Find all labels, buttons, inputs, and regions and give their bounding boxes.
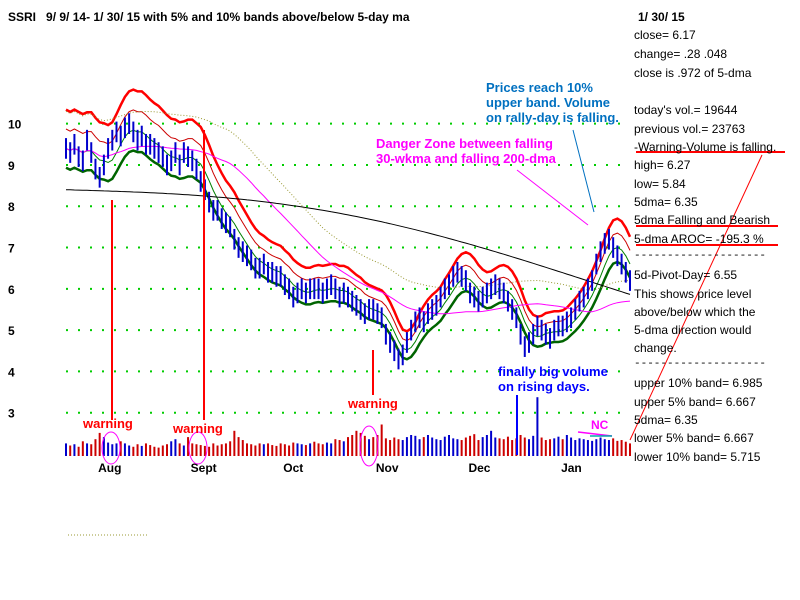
pivot-note-4: change. [634, 341, 677, 355]
y-tick-label-7: 7 [8, 242, 15, 256]
pivot-note-3: 5-dma direction would [634, 323, 752, 337]
x-tick-label-nov: Nov [376, 461, 399, 475]
chart-description: 9/ 9/ 14- 1/ 30/ 15 with 5% and 10% band… [46, 10, 410, 24]
series-line-upper5 [65, 109, 631, 342]
x-tick-label-oct: Oct [283, 461, 303, 475]
stat-falling: 5dma Falling and Bearish [634, 213, 771, 227]
nc-label: NC [591, 418, 609, 432]
series-line-upper10 [65, 88, 632, 333]
annotation-marks [68, 129, 785, 536]
y-tick-label-6: 6 [8, 283, 15, 297]
y-tick-label-9: 9 [8, 159, 15, 173]
stat-aroc: 5-dma AROC= -195.3 % [634, 232, 764, 246]
stat-previous-vol: previous vol.= 23763 [634, 122, 746, 136]
warning-circle-nov [359, 425, 379, 467]
chart-date: 1/ 30/ 15 [638, 10, 685, 24]
y-tick-label-4: 4 [8, 365, 15, 379]
y-tick-label-5: 5 [8, 324, 15, 338]
danger-line-2: 30-wkma and falling 200-dma [376, 151, 557, 166]
series-line-dotted-ma [65, 110, 631, 291]
price-bars [65, 113, 631, 370]
chart-title: SSRI 9/ 9/ 14- 1/ 30/ 15 with 5% and 10%… [8, 10, 410, 24]
big-volume-line-1: finally big volume [498, 364, 608, 379]
separator-1: -------------------- [634, 250, 767, 262]
pivot-note-2: above/below which the [634, 305, 756, 319]
warning-circle-sept [188, 431, 208, 465]
ticker: SSRI [8, 10, 37, 24]
stat-lower10: lower 10% band= 5.715 [634, 450, 761, 464]
stat-pivot: 5d-Pivot-Day= 6.55 [634, 268, 738, 282]
red-volume-pointer [629, 154, 763, 441]
prices-reach-line-3: on rally-day is falling. [486, 110, 619, 125]
x-tick-label-jan: Jan [561, 461, 582, 475]
warning-label-sept: warning [172, 421, 223, 436]
big-volume-line-2: on rising days. [498, 379, 590, 394]
series-line-ma30w [65, 145, 631, 315]
stats-panel: close= 6.17 change= .28 .048 close is .9… [634, 0, 800, 480]
danger-line-1: Danger Zone between falling [376, 136, 553, 151]
x-tick-label-dec: Dec [468, 461, 490, 475]
volume-bars [65, 397, 631, 456]
separator-2: -------------------- [634, 358, 767, 370]
chart-series-lines [65, 88, 632, 361]
stat-close-is: close is .972 of 5-dma [634, 66, 752, 80]
prices-reach-line-2: upper band. Volume [486, 95, 610, 110]
series-line-ma200 [65, 189, 631, 295]
stat-close: close= 6.17 [634, 28, 696, 42]
stat-5dma: 5dma= 6.35 [634, 195, 698, 209]
stat-warning: -Warning-Volume is falling. [634, 140, 777, 154]
x-tick-label-aug: Aug [98, 461, 121, 475]
chart-gridlines [66, 122, 630, 414]
x-axis-ticks: Aug Sept Oct Nov Dec Jan [98, 461, 582, 475]
stat-5dma-2: 5dma= 6.35 [634, 413, 698, 427]
warning-label-nov: warning [347, 396, 398, 411]
pivot-note-1: This shows price level [634, 287, 752, 301]
prices-reach-line-1: Prices reach 10% [486, 80, 593, 95]
x-tick-label-sept: Sept [191, 461, 217, 475]
stat-high: high= 6.27 [634, 158, 691, 172]
y-axis-ticks: 3 4 5 6 7 8 9 10 [8, 118, 22, 421]
stat-todays-vol: today's vol.= 19644 [634, 103, 738, 117]
danger-pointer [516, 169, 589, 226]
stat-low: low= 5.84 [634, 177, 686, 191]
stat-change: change= .28 .048 [634, 47, 728, 61]
y-tick-label-8: 8 [8, 200, 15, 214]
warning-circle-aug [101, 431, 121, 465]
warning-label-aug: warning [82, 416, 133, 431]
prices-reach-pointer [572, 129, 595, 213]
y-tick-label-3: 3 [8, 407, 15, 421]
stat-upper10: upper 10% band= 6.985 [634, 376, 763, 390]
stat-upper5: upper 5% band= 6.667 [634, 395, 756, 409]
annotation-texts: Prices reach 10% upper band. Volume on r… [82, 80, 619, 436]
y-tick-label-10: 10 [8, 118, 22, 132]
stat-lower5: lower 5% band= 6.667 [634, 431, 754, 445]
